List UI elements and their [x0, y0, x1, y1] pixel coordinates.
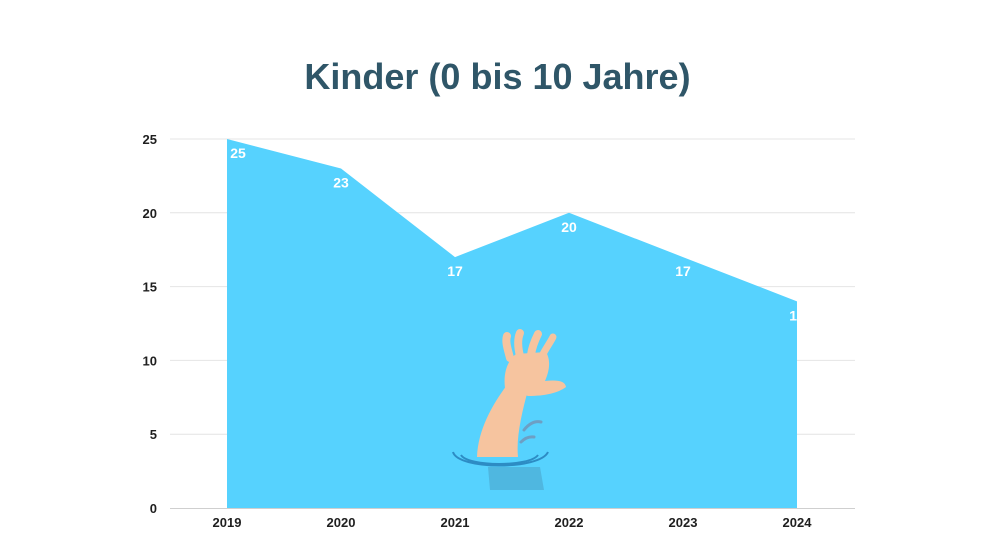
splash-drop-1 [522, 420, 543, 432]
finger-1 [502, 332, 514, 362]
y-tick-label: 5 [150, 427, 157, 442]
hand-palm [504, 352, 566, 396]
chart-title: Kinder (0 bis 10 Jahre) [304, 56, 691, 97]
area-series [227, 139, 797, 508]
data-label: 14 [789, 307, 805, 323]
x-tick-label: 2020 [327, 515, 356, 530]
data-label: 23 [333, 175, 349, 191]
data-label: 17 [675, 263, 691, 279]
y-tick-label: 0 [150, 501, 157, 516]
finger-3 [527, 330, 542, 359]
x-tick-label: 2021 [441, 515, 470, 530]
data-labels: 25 23 17 20 17 14 [230, 145, 805, 323]
finger-4 [538, 333, 557, 360]
x-tick-label: 2023 [669, 515, 698, 530]
hand-shadow [488, 467, 544, 490]
area-fill [227, 139, 797, 508]
splash-drop-2 [519, 435, 536, 444]
y-tick-label: 20 [143, 206, 157, 221]
y-tick-label: 15 [143, 280, 157, 295]
data-label: 25 [230, 145, 246, 161]
drowning-hand-illustration [452, 329, 566, 490]
x-tick-label: 2022 [555, 515, 584, 530]
water-ripple-outer [452, 451, 549, 467]
y-tick-label: 10 [143, 353, 157, 368]
arm [477, 385, 528, 457]
data-label: 17 [447, 263, 463, 279]
x-tick-label: 2019 [213, 515, 242, 530]
finger-2 [514, 329, 524, 360]
y-tick-label: 25 [143, 132, 157, 147]
water-ripple-inner [460, 454, 539, 465]
x-tick-label: 2024 [783, 515, 813, 530]
data-label: 20 [561, 219, 577, 235]
